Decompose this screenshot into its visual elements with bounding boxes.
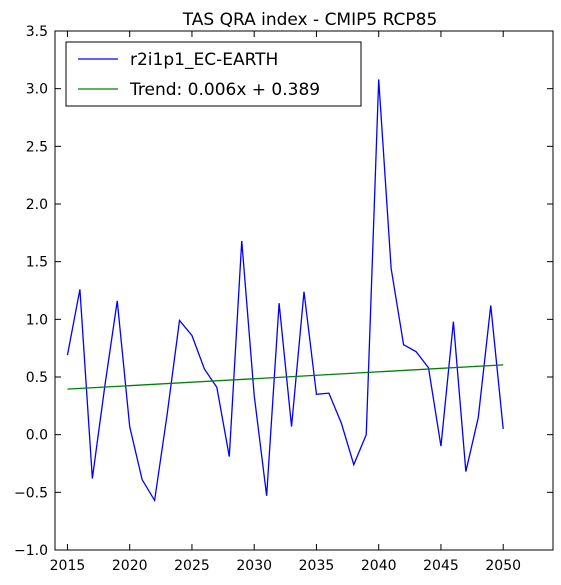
x-tick-label: 2035 <box>299 558 335 574</box>
x-tick-label: 2015 <box>50 558 86 574</box>
legend-label-r2i1p1-ec-earth: r2i1p1_EC-EARTH <box>130 50 278 70</box>
y-tick-label: 1.0 <box>26 312 48 328</box>
series-line-0 <box>66 79 504 503</box>
y-tick-label: 3.0 <box>26 82 48 98</box>
legend-label-trend: Trend: 0.006x + 0.389 <box>129 80 320 100</box>
y-tick-label: 1.5 <box>26 255 48 271</box>
x-tick-label: 2045 <box>423 558 459 574</box>
plot-area <box>55 31 553 550</box>
series-line-1 <box>67 364 504 390</box>
y-tick-label: 0.5 <box>26 370 48 386</box>
plot-frame <box>54 30 554 551</box>
y-tick-label: −1.0 <box>14 543 48 559</box>
x-tick-label: 2025 <box>174 558 210 574</box>
x-tick-label: 2040 <box>361 558 397 574</box>
y-tick-label: −0.5 <box>14 485 48 501</box>
y-tick-label: 3.5 <box>26 24 48 40</box>
ticks-layer: 2015 2020 2025 2030 2035 2040 2045 2050 −1.0 −0.5… <box>14 24 553 574</box>
x-tick-label: 2030 <box>236 558 272 574</box>
y-tick-label: 0.0 <box>26 428 48 444</box>
series-layer <box>66 79 504 503</box>
x-tick-label: 2050 <box>485 558 521 574</box>
y-tick-label: 2.5 <box>26 139 48 155</box>
chart-title: TAS QRA index - CMIP5 RCP85 <box>182 10 438 30</box>
legend-box <box>65 41 362 107</box>
legend: r2i1p1_EC-EARTH Trend: 0.006x + 0.389 <box>65 41 362 107</box>
x-tick-label: 2020 <box>112 558 148 574</box>
y-tick-label: 2.0 <box>26 197 48 213</box>
